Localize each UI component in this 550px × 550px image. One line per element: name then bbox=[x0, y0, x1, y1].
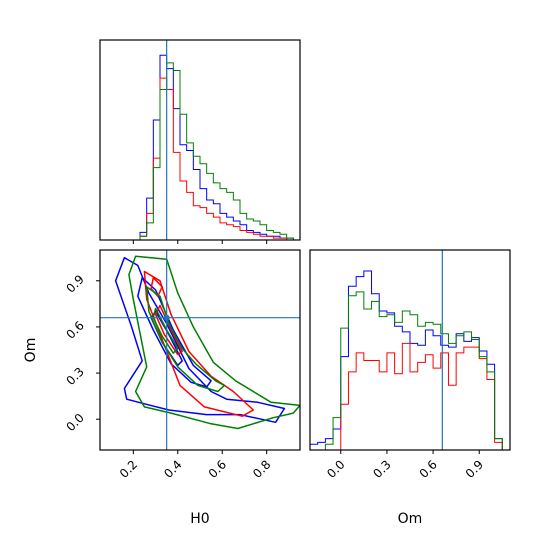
panel-h0-histogram bbox=[99, 39, 301, 244]
contour-series-0-level-0 bbox=[114, 256, 286, 424]
om-histogram-series-1 bbox=[310, 342, 510, 450]
om-xtick-label-0: 0.0 bbox=[324, 457, 347, 480]
om-plot-area bbox=[310, 270, 510, 450]
joint-frame bbox=[99, 249, 301, 451]
h0-histogram-series-2 bbox=[100, 62, 300, 240]
joint-xtick-label-0: 0.2 bbox=[117, 457, 140, 480]
h0-histogram-series-0 bbox=[100, 54, 300, 240]
contour-series-1-level-5 bbox=[154, 304, 183, 356]
om-histogram-series-2 bbox=[310, 291, 510, 450]
om-xtick-label-3: 0.9 bbox=[463, 457, 486, 480]
joint-ytick-label-1: 0.3 bbox=[63, 365, 86, 388]
contour-series-1-level-4 bbox=[150, 276, 163, 297]
joint-xtick-label-2: 0.6 bbox=[206, 457, 229, 480]
panel-h0-om-joint: 0.2 0.4 0.6 0.8 0.0 0.3 0.6 0.9 bbox=[63, 249, 301, 481]
joint-ytick-label-3: 0.9 bbox=[63, 272, 86, 295]
joint-xtick-label-1: 0.4 bbox=[161, 457, 184, 480]
joint-ytick-label-0: 0.0 bbox=[63, 411, 86, 434]
h0-frame bbox=[99, 39, 301, 241]
joint-plot-area bbox=[100, 250, 300, 450]
joint-xtick-label-3: 0.8 bbox=[250, 457, 273, 480]
x-axis-label-h0: H0 bbox=[190, 511, 209, 527]
om-xtick-label-1: 0.3 bbox=[370, 457, 393, 480]
contour-series-2-level-6 bbox=[128, 255, 300, 430]
contour-series-2-level-7 bbox=[145, 286, 226, 393]
y-axis-label-om: Om bbox=[23, 338, 39, 363]
joint-ytick-label-2: 0.6 bbox=[63, 318, 86, 341]
x-axis-label-om: Om bbox=[398, 511, 423, 527]
panel-om-histogram: 0.0 0.3 0.6 0.9 bbox=[309, 249, 511, 481]
om-frame bbox=[309, 249, 511, 451]
h0-plot-area bbox=[100, 54, 300, 240]
om-xtick-label-2: 0.6 bbox=[417, 457, 440, 480]
truth-point bbox=[163, 314, 170, 321]
